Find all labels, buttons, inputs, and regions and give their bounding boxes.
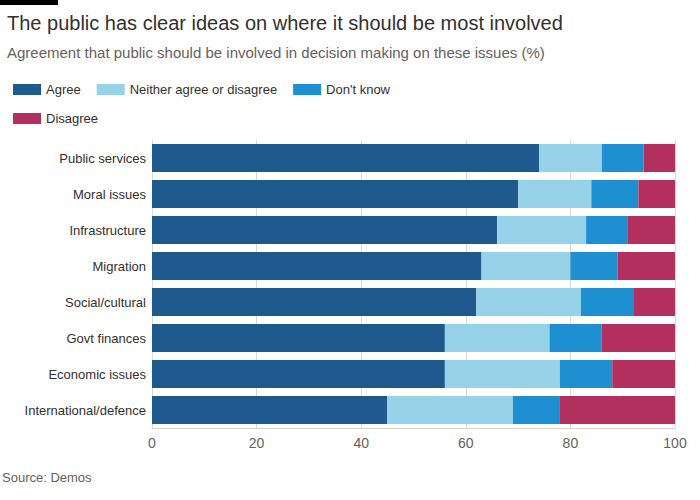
svg-text:20: 20 xyxy=(249,435,265,451)
svg-text:100: 100 xyxy=(663,435,687,451)
svg-text:Source: Demos: Source: Demos xyxy=(2,470,92,485)
svg-text:Govt finances: Govt finances xyxy=(67,331,147,346)
svg-text:Agreement that public should b: Agreement that public should be involved… xyxy=(7,44,545,61)
svg-text:40: 40 xyxy=(353,435,369,451)
svg-text:The public has clear ideas on: The public has clear ideas on where it s… xyxy=(7,12,563,34)
svg-text:Moral issues: Moral issues xyxy=(73,187,146,202)
svg-text:Disagree: Disagree xyxy=(46,111,98,126)
svg-text:International/defence: International/defence xyxy=(25,403,146,418)
svg-text:0: 0 xyxy=(148,435,156,451)
svg-text:Economic issues: Economic issues xyxy=(48,367,146,382)
svg-text:Don't know: Don't know xyxy=(326,82,391,97)
svg-text:Public services: Public services xyxy=(59,151,146,166)
svg-text:Agree: Agree xyxy=(46,82,81,97)
svg-text:Social/cultural: Social/cultural xyxy=(65,295,146,310)
svg-text:Neither agree or disagree: Neither agree or disagree xyxy=(130,82,277,97)
svg-text:60: 60 xyxy=(458,435,474,451)
svg-text:Infrastructure: Infrastructure xyxy=(69,223,146,238)
svg-text:80: 80 xyxy=(563,435,579,451)
svg-text:Migration: Migration xyxy=(93,259,146,274)
